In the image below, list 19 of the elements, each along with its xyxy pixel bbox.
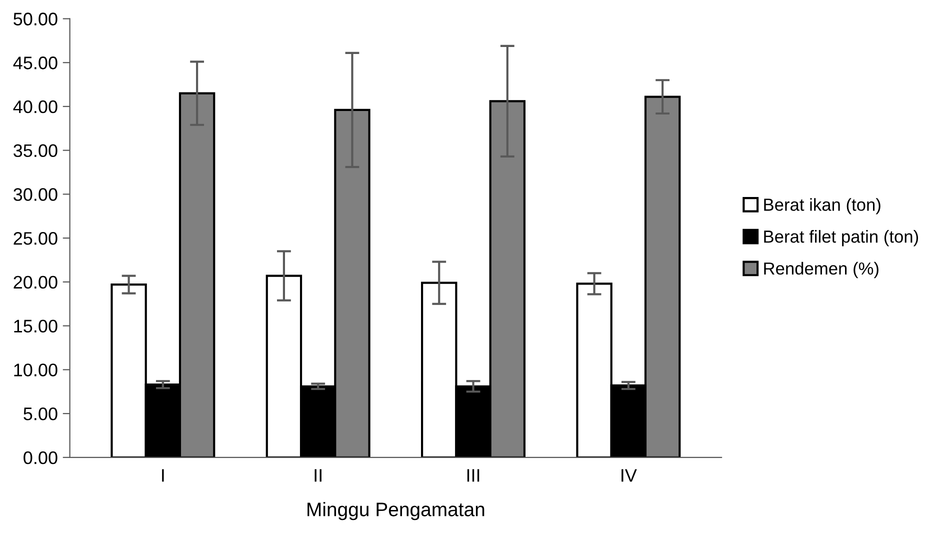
legend-label: Berat ikan (ton)	[764, 198, 880, 214]
y-tick-label: 35.00	[14, 144, 58, 158]
y-tick-label: 5.00	[24, 407, 58, 420]
y-tick-label: 0.00	[24, 451, 58, 464]
y-tick-label: 20.00	[14, 276, 58, 289]
x-tick-label: II	[314, 469, 322, 482]
legend-label: Berat filet patin (ton)	[764, 230, 918, 246]
x-tick-label: III	[467, 469, 480, 482]
y-tick-label: 40.00	[13, 100, 58, 114]
y-tick-label: 45.00	[13, 56, 58, 70]
x-axis-title: Minggu Pengamatan	[308, 502, 484, 520]
y-tick-label: 15.00	[14, 320, 58, 333]
y-tick-label: 10.00	[14, 364, 58, 376]
x-tick-label: IV	[622, 469, 637, 482]
y-tick-label: 30.00	[14, 188, 58, 201]
y-tick-label: 25.00	[14, 232, 58, 245]
y-tick-label: 50.00	[14, 12, 58, 26]
x-tick-label: I	[162, 469, 164, 482]
legend-label: Rendemen (%)	[764, 262, 878, 278]
